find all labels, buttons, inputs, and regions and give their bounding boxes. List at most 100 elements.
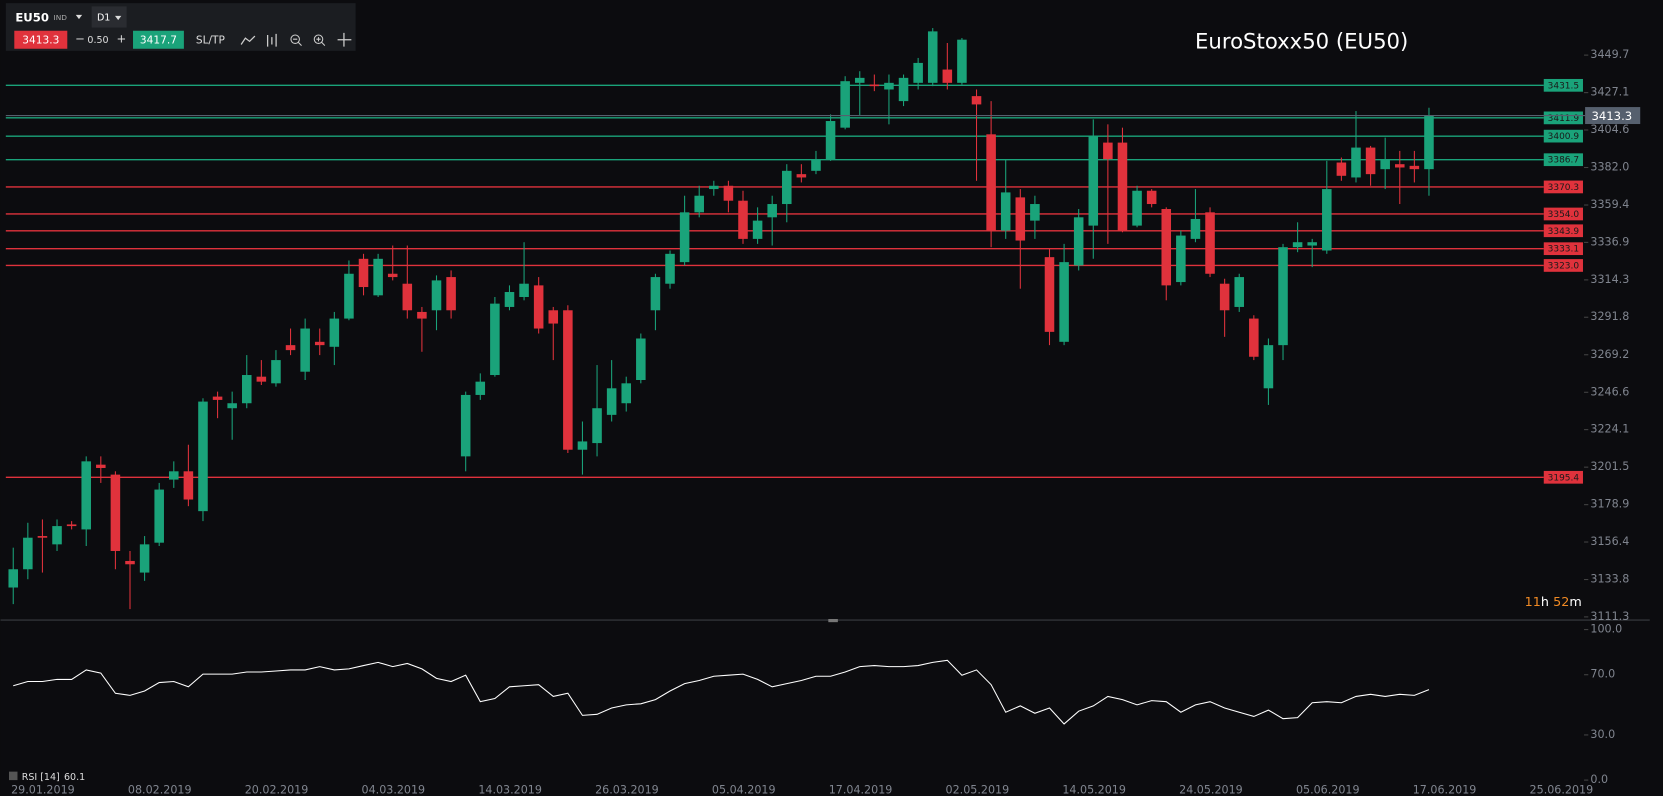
crosshair-icon[interactable] <box>337 32 352 47</box>
candle-body <box>1292 242 1303 248</box>
level-label-box <box>1543 224 1583 238</box>
symbol-dropdown[interactable] <box>75 14 83 20</box>
level-label: 3411.9 <box>1548 114 1580 124</box>
plus-button[interactable]: + <box>116 32 126 46</box>
plot-area: 3431.5 3411.9 3400.9 3386.7 3370.3 3354.0 3343… <box>5 28 1589 781</box>
candle-body <box>387 273 398 278</box>
level-label: 3343.9 <box>1548 227 1580 237</box>
candle-body <box>694 195 704 213</box>
symbol[interactable]: EU50 <box>15 11 49 25</box>
last-price-box <box>1585 107 1641 125</box>
y-tick-label: 3201.5 <box>1590 460 1629 473</box>
y-tick-label: 3269.2 <box>1590 348 1629 361</box>
y-tick-label: 3449.7 <box>1590 48 1629 61</box>
zoom-out-icon[interactable] <box>290 34 302 46</box>
countdown: 11h 52m <box>1525 594 1582 609</box>
candle-body <box>854 77 865 83</box>
candle-body <box>212 396 223 400</box>
x-tick-label: 17.04.2019 <box>829 784 893 796</box>
ask-price[interactable]: 3417.7 <box>140 34 177 46</box>
candle-body <box>811 159 821 171</box>
candle-body <box>796 174 807 178</box>
rsi-line <box>13 659 1430 725</box>
candle-body <box>373 258 383 296</box>
candle-body <box>723 185 734 201</box>
last-price-label: 3413.3 <box>1591 109 1632 123</box>
rsi-tick-label: 100.0 <box>1590 623 1622 636</box>
candle-body <box>1249 318 1259 357</box>
candle-body <box>884 82 894 90</box>
x-tick-label: 05.04.2019 <box>712 784 776 796</box>
candle-body <box>1073 217 1084 266</box>
candle-body <box>1205 212 1215 274</box>
candle-body <box>606 388 617 415</box>
x-tick-label: 14.05.2019 <box>1062 784 1126 796</box>
bid-price[interactable]: 3413.3 <box>22 34 59 46</box>
candle-body <box>1336 162 1347 176</box>
candle-body <box>1219 283 1230 311</box>
indicator-settings-icon[interactable] <box>9 771 18 781</box>
candle-body <box>898 77 909 102</box>
candle-body <box>1234 277 1244 307</box>
candle-body <box>636 338 646 381</box>
y-tick-label: 3404.6 <box>1590 123 1629 136</box>
candle-body <box>460 394 471 457</box>
x-tick-label: 05.06.2019 <box>1296 784 1360 796</box>
candle-body <box>1030 204 1040 221</box>
minus-button[interactable]: − <box>75 32 85 46</box>
buy-button[interactable] <box>133 30 184 49</box>
sltp-button[interactable]: SL/TP <box>196 34 226 46</box>
candle-body <box>110 474 121 551</box>
level-label: 3195.4 <box>1548 473 1580 483</box>
candle-body <box>1409 165 1420 170</box>
candle-body <box>198 401 208 512</box>
chart-title: EuroStoxx50 (EU50) <box>1195 28 1408 53</box>
candle-body <box>314 341 325 346</box>
x-tick-label: 29.01.2019 <box>11 784 75 796</box>
level-label-box <box>1543 78 1583 92</box>
candle-body <box>1088 135 1099 226</box>
level-label: 3400.9 <box>1548 132 1580 142</box>
candle-body <box>942 69 953 83</box>
candle-body <box>169 471 179 480</box>
candle-body <box>1176 235 1186 283</box>
candle-body <box>519 283 529 297</box>
candle-body <box>154 489 164 543</box>
spread: 0.50 <box>87 35 108 46</box>
candle-body <box>1263 345 1274 389</box>
timeframe-dropdown[interactable] <box>114 15 122 21</box>
candle-body <box>1132 190 1142 226</box>
candle-body <box>621 383 632 404</box>
candle-body <box>125 560 135 565</box>
indicators-icon[interactable] <box>266 33 277 47</box>
candle-body <box>417 311 427 319</box>
x-tick-label: 24.05.2019 <box>1179 784 1243 796</box>
level-label-box <box>1543 129 1583 143</box>
x-tick-label: 26.03.2019 <box>595 784 659 796</box>
rsi-tick-label: 30.0 <box>1590 728 1615 741</box>
timeframe-box[interactable] <box>91 6 127 28</box>
panel-handle[interactable] <box>828 618 838 623</box>
candle-body <box>81 461 91 530</box>
candle-body <box>1146 190 1157 205</box>
zoom-in-icon[interactable] <box>313 34 326 46</box>
candle-body <box>23 537 33 570</box>
candle-body <box>825 121 836 160</box>
sell-button[interactable] <box>14 30 68 49</box>
timeframe[interactable]: D1 <box>97 13 110 24</box>
candle-body <box>241 375 252 404</box>
level-label: 3354.0 <box>1548 210 1580 220</box>
y-tick-label: 3133.8 <box>1590 573 1629 586</box>
chart-type-icon[interactable] <box>240 35 256 45</box>
rsi-last-value: 60.1 <box>64 771 85 782</box>
candle-body <box>548 310 559 324</box>
countdown-part: 11 <box>1525 594 1541 609</box>
candle-body <box>665 253 675 284</box>
candle-body <box>1365 147 1376 175</box>
y-tick-label: 3382.0 <box>1590 161 1629 174</box>
candle-body <box>66 524 77 527</box>
candle-body <box>431 280 442 311</box>
level-label-box <box>1543 111 1583 125</box>
level-label: 3431.5 <box>1548 81 1580 91</box>
toolbar: EU50 IND D1 3413.3 − 0.50 + 3417.7 SL/TP <box>5 3 356 51</box>
